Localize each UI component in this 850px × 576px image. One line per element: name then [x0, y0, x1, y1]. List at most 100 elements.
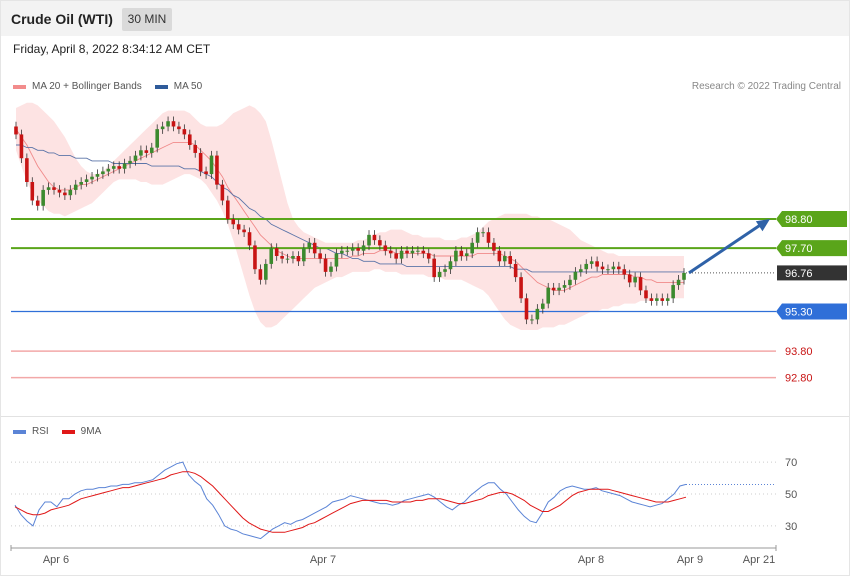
candle-body — [291, 256, 295, 259]
candle-body — [524, 298, 529, 320]
candle-body — [551, 287, 556, 291]
candle-body — [573, 271, 578, 280]
rsi-tick-label-50: 50 — [785, 489, 797, 501]
forecast-arrow-shaft — [688, 221, 765, 275]
candle-body — [416, 250, 420, 252]
candle-body — [405, 250, 409, 254]
candle-body — [25, 158, 29, 182]
candle-body — [660, 298, 665, 301]
candle-body — [600, 266, 605, 270]
candle-body — [340, 250, 344, 254]
candle-body — [30, 182, 35, 201]
candle-body — [52, 187, 56, 190]
ma50-legend-label: MA 50 — [173, 81, 203, 92]
candle-body — [236, 224, 241, 230]
candle-body — [296, 256, 301, 262]
candle-body — [394, 253, 398, 259]
candle-body — [589, 261, 594, 264]
ma50-line — [16, 144, 684, 273]
candle-body — [149, 147, 154, 153]
candle-body — [388, 250, 393, 254]
candle-body — [14, 126, 18, 135]
candle-body — [285, 258, 290, 260]
candle-body — [247, 232, 252, 246]
candle-body — [676, 279, 681, 286]
ma20-legend-label: MA 20 + Bollinger Bands — [32, 81, 142, 92]
rsi-legend-swatch — [13, 429, 26, 434]
candle-body — [258, 269, 263, 280]
candle-body — [101, 171, 105, 175]
candle-body — [633, 277, 637, 283]
candle-body — [454, 250, 458, 262]
candle-body — [367, 234, 371, 246]
candle-body — [106, 168, 111, 172]
candle-body — [448, 261, 453, 270]
candle-body — [638, 277, 643, 291]
candle-body — [502, 256, 507, 262]
candle-body — [231, 219, 236, 225]
level-label-1: 97.70 — [785, 243, 813, 255]
candle-body — [209, 155, 214, 175]
rsi-legend: RSI 9MA — [13, 426, 101, 437]
level-label-box-1 — [776, 240, 847, 257]
candle-body — [166, 121, 170, 127]
candle-body — [133, 155, 138, 161]
candle-body — [459, 250, 464, 256]
candle-body — [432, 258, 436, 278]
level-label-3: 95.30 — [785, 307, 813, 319]
candle-body — [475, 232, 480, 243]
candle-body — [562, 285, 567, 288]
candle-body — [513, 263, 518, 278]
candle-body — [155, 129, 160, 148]
candle-body — [655, 298, 659, 301]
candle-body — [437, 271, 442, 278]
candle-body — [530, 319, 534, 321]
timeframe-badge[interactable]: 30 MIN — [122, 8, 172, 31]
candle-body — [611, 266, 616, 270]
candle-body — [579, 269, 583, 272]
chart-header: Crude Oil (WTI) 30 MIN — [1, 1, 849, 36]
rsi-ma-legend-swatch — [61, 429, 75, 434]
candle-body — [617, 266, 621, 270]
candle-body — [302, 248, 306, 262]
candle-body — [399, 250, 404, 259]
candle-body — [350, 248, 355, 251]
candle-body — [63, 192, 67, 196]
candle-body — [95, 174, 100, 177]
candle-body — [383, 245, 388, 251]
datetime-label: Friday, April 8, 2022 8:34:12 AM CET — [13, 42, 211, 56]
current-price-label: 96.76 — [785, 268, 813, 280]
candle-body — [345, 250, 350, 252]
candle-body — [46, 187, 51, 190]
candle-body — [117, 166, 121, 169]
candle-body — [57, 189, 62, 193]
rsi-ma-legend-label: 9MA — [80, 426, 102, 437]
candle-body — [226, 200, 230, 219]
current-price-label-box — [777, 265, 847, 281]
candle-body — [627, 274, 632, 283]
candle-body — [220, 184, 225, 201]
candle-body — [595, 261, 599, 267]
candle-body — [139, 150, 143, 156]
level-label-4: 93.80 — [785, 346, 813, 358]
ma50-legend-swatch — [154, 84, 168, 89]
candle-body — [73, 184, 78, 190]
x-tick-label-4: Apr 21 — [743, 554, 775, 566]
candle-body — [649, 298, 654, 301]
candle-body — [68, 189, 73, 196]
candle-body — [264, 263, 268, 280]
candle-body — [426, 253, 431, 259]
candle-body — [329, 266, 333, 272]
candle-body — [356, 248, 360, 251]
candle-body — [253, 245, 257, 270]
candle-body — [160, 126, 165, 130]
candle-body — [111, 166, 116, 169]
candle-body — [644, 290, 648, 299]
candle-body — [177, 126, 181, 130]
research-credit: Research © 2022 Trading Central — [691, 81, 841, 92]
candle-body — [568, 279, 572, 286]
candle-body — [41, 189, 45, 206]
candle-body — [84, 179, 89, 182]
candle-body — [269, 248, 274, 264]
